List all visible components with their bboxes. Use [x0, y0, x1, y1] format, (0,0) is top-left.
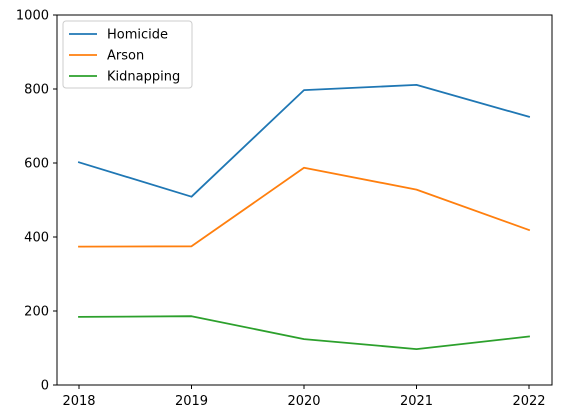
y-tick-label: 1000	[16, 9, 49, 24]
legend-box	[62, 20, 193, 89]
y-tick-label: 600	[24, 157, 49, 172]
legend: Homicide Arson Kidnapping	[62, 20, 193, 89]
y-tick-label: 800	[24, 83, 49, 98]
x-tick-label: 2022	[512, 394, 545, 409]
series-line-arson	[78, 166, 531, 248]
x-tick-label: 2021	[400, 394, 433, 409]
x-tick-label: 2018	[62, 394, 95, 409]
y-axis: 0 200 400 600 800 1000	[16, 9, 57, 394]
series-line-homicide	[77, 84, 531, 198]
series-line-kidnapping	[78, 315, 530, 351]
x-tick-label: 2019	[175, 394, 208, 409]
y-tick-label: 400	[24, 231, 49, 246]
legend-label: Arson	[107, 49, 144, 64]
x-axis: 2018 2019 2020 2021 2022	[62, 385, 546, 409]
legend-label: Kidnapping	[107, 70, 180, 85]
series-layer	[77, 84, 531, 351]
legend-label: Homicide	[107, 28, 168, 43]
y-tick-label: 200	[24, 305, 49, 320]
x-tick-label: 2020	[287, 394, 320, 409]
y-tick-label: 0	[41, 379, 49, 394]
